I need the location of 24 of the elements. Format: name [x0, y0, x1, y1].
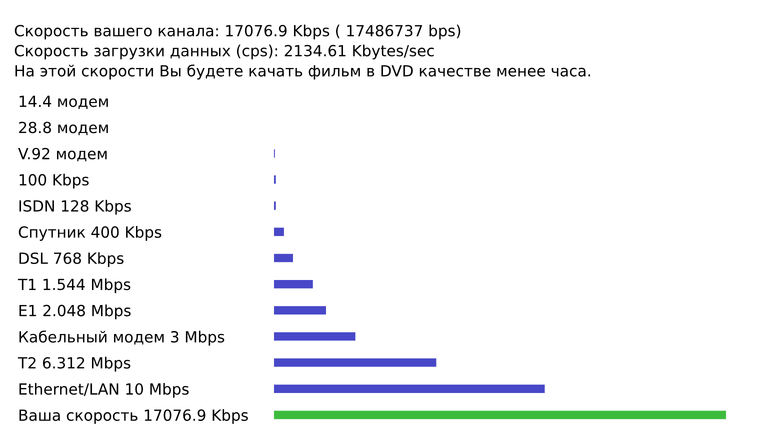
y-tick-label: Кабельный модем 3 Mbps: [20, 330, 224, 346]
y-tick-label: Ethernet/LAN 10 Mbps: [20, 382, 189, 398]
y-tick-label: ISDN 128 Kbps: [20, 200, 131, 215]
y-tick-label: 100 Kbps: [20, 174, 89, 189]
bar: [274, 358, 436, 367]
y-tick-label: E1 2.048 Mbps: [20, 304, 131, 320]
bar: [274, 254, 293, 262]
y-tick-label: T1 1.544 Mbps: [18, 278, 130, 294]
y-tick-label: DSL 768 Kbps: [20, 252, 124, 267]
y-tick-label: 28.8 модем: [19, 122, 108, 136]
bar: [274, 384, 545, 393]
y-tick-label: Ваша скорость 17076.9 Kbps: [20, 409, 248, 424]
text: Скорость загрузки данных (cps): 2134.61 Kbytes/sec: [14, 44, 434, 60]
bar: [274, 228, 284, 236]
text: На этой скорости Вы будете качать фильм в DVD качестве менее часа.: [16, 64, 590, 80]
y-tick-label: T2 6.312 Mbps: [18, 356, 130, 372]
bar: [274, 410, 726, 420]
bar: [274, 280, 313, 288]
text: Скорость вашего канала: 17076.9 Kbps ( 17486737 bps): [14, 24, 460, 40]
y-tick-label: V.92 модем: [18, 148, 107, 162]
y-tick-label: 14.4 модем: [20, 96, 108, 109]
bar: [274, 332, 356, 341]
bar: [274, 306, 326, 314]
y-tick-label: Спутник 400 Kbps: [18, 226, 162, 241]
